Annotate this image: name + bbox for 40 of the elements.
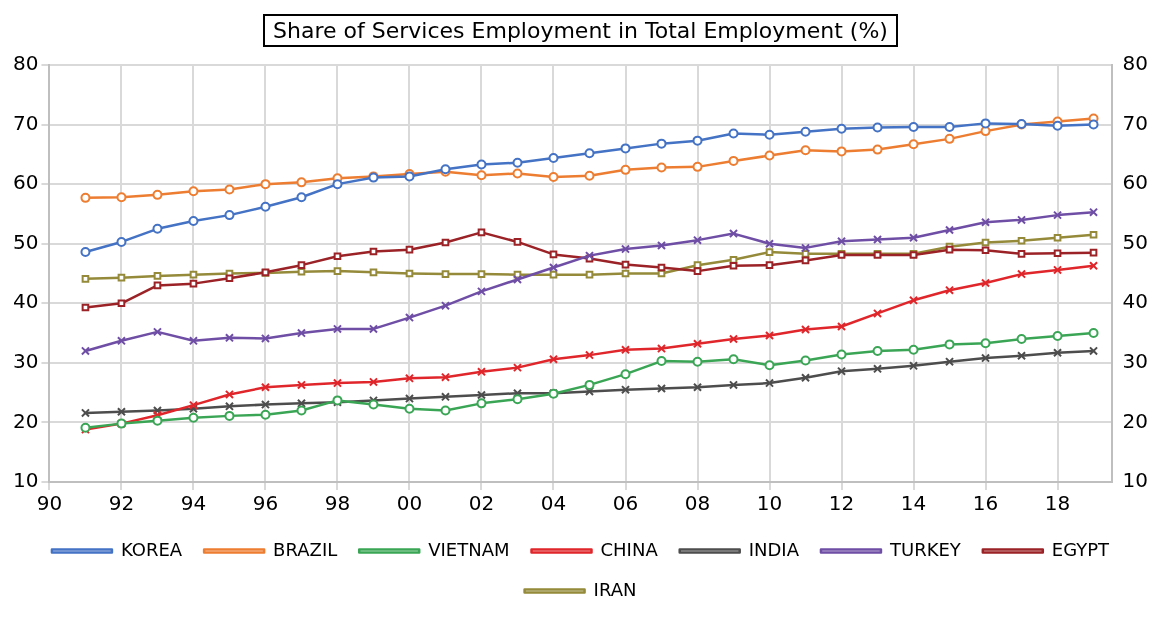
x-tick-label: 04 (540, 491, 567, 516)
chart-title: Share of Services Employment in Total Employment (%) (263, 14, 898, 47)
y2-tick-label: 70 (1122, 110, 1148, 135)
y-tick-label: 10 (13, 468, 39, 493)
y2-tick-label: 60 (1122, 170, 1148, 195)
x-tick-label: 98 (324, 491, 351, 516)
y-tick-label: 60 (13, 170, 39, 195)
legend-label: VIETNAM (428, 538, 510, 560)
legend-label: KOREA (120, 538, 183, 560)
y-tick-label: 70 (13, 110, 39, 135)
x-tick-label: 00 (396, 491, 423, 516)
y-tick-label: 80 (13, 51, 39, 76)
x-tick-label: 12 (828, 491, 855, 516)
legend-label: TURKEY (888, 538, 962, 560)
legend-label: CHINA (600, 538, 659, 560)
y-tick-label: 30 (13, 349, 39, 374)
y-tick-label: 40 (13, 289, 39, 314)
y2-tick-label: 40 (1122, 289, 1148, 314)
y2-tick-label: 80 (1122, 51, 1148, 76)
x-tick-label: 14 (900, 491, 927, 516)
y2-tick-label: 50 (1122, 229, 1148, 254)
y-tick-label: 20 (13, 408, 39, 433)
y2-tick-label: 30 (1122, 349, 1148, 374)
x-tick-label: 02 (468, 491, 495, 516)
legend-label: EGYPT (1051, 538, 1111, 560)
x-tick-label: 90 (36, 491, 63, 516)
x-tick-label: 08 (684, 491, 711, 516)
legend-label: BRAZIL (273, 538, 338, 560)
x-tick-label: 18 (1044, 491, 1071, 516)
y-tick-label: 50 (13, 229, 39, 254)
legend-label: INDIA (748, 538, 800, 560)
x-tick-label: 92 (108, 491, 135, 516)
legend-label: IRAN (593, 578, 637, 600)
x-tick-label: 94 (180, 491, 207, 516)
x-tick-label: 16 (972, 491, 999, 516)
y2-tick-label: 10 (1122, 468, 1148, 493)
y2-tick-label: 20 (1122, 408, 1148, 433)
x-tick-label: 06 (612, 491, 639, 516)
x-tick-label: 10 (756, 491, 783, 516)
x-tick-label: 96 (252, 491, 279, 516)
